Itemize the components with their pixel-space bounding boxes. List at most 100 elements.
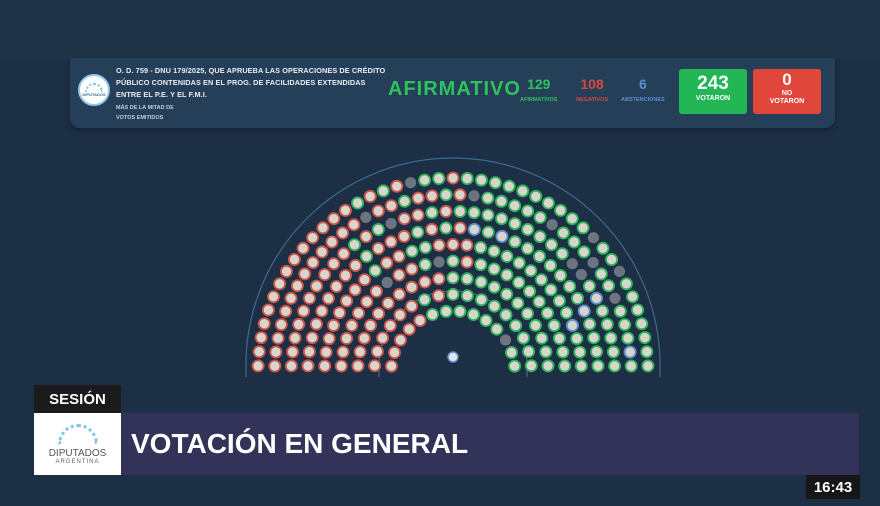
seat-affirmative: [487, 299, 501, 313]
seat-negative: [322, 291, 336, 305]
seat-abstention: [577, 304, 591, 318]
seat-affirmative: [532, 249, 546, 263]
seat-negative: [287, 253, 301, 267]
seat-affirmative: [460, 172, 474, 186]
seat-negative: [271, 331, 285, 345]
session-banner: VOTACIÓN EN GENERAL: [121, 413, 859, 475]
seat-empty: [546, 219, 558, 231]
seat-negative: [432, 272, 446, 286]
seat-affirmative: [544, 283, 558, 297]
seat-affirmative: [640, 345, 654, 359]
seat-affirmative: [371, 223, 385, 237]
seat-negative: [358, 273, 372, 287]
seat-negative: [392, 249, 406, 263]
seat-negative: [460, 255, 474, 269]
seat-empty: [566, 258, 578, 270]
seat-affirmative: [405, 244, 419, 258]
seat-negative: [266, 290, 280, 304]
majority-line-2: VOTOS EMITIDOS: [116, 115, 164, 121]
seat-negative: [292, 317, 306, 331]
seat-affirmative: [582, 279, 596, 293]
clock: 16:43: [806, 475, 860, 499]
affirmative-value: 129: [527, 76, 551, 92]
seat-affirmative: [368, 264, 382, 278]
seat-affirmative: [523, 284, 537, 298]
hemicycle-outline: [245, 157, 661, 377]
seat-negative: [280, 264, 294, 278]
seat-affirmative: [524, 264, 538, 278]
seat-affirmative: [411, 225, 425, 239]
seat-affirmative: [499, 308, 513, 322]
president-seat: [447, 351, 459, 363]
seat-affirmative: [474, 241, 488, 255]
seat-negative: [316, 221, 330, 235]
seat-affirmative: [563, 279, 577, 293]
seat-negative: [393, 333, 407, 347]
majority-rule: MÁS DE LA MITAD DE VOTOS EMITIDOS: [116, 103, 174, 123]
seat-affirmative: [547, 318, 561, 332]
seat-affirmative: [500, 268, 514, 282]
voted-label: VOTARON: [695, 95, 731, 102]
seat-affirmative: [602, 279, 616, 293]
seat-negative: [371, 307, 385, 321]
seat-affirmative: [559, 306, 573, 320]
logo-line-1: DIPUTADOS: [48, 447, 107, 459]
seat-affirmative: [553, 268, 567, 282]
seat-negative: [376, 331, 390, 345]
seat-negative: [334, 359, 348, 373]
seat-affirmative: [594, 267, 608, 281]
seat-negative: [380, 256, 394, 270]
seat-negative: [397, 229, 411, 243]
seat-affirmative: [425, 206, 439, 220]
seat-negative: [425, 222, 439, 236]
seat-negative: [392, 287, 406, 301]
seat-affirmative: [565, 212, 579, 226]
seat-empty: [385, 218, 397, 230]
seat-affirmative: [577, 245, 591, 259]
seat-negative: [319, 345, 333, 359]
not-voted-label-1: NO: [781, 90, 793, 97]
seat-affirmative: [512, 275, 526, 289]
seat-affirmative: [641, 359, 655, 373]
seat-negative: [402, 322, 416, 336]
seat-affirmative: [398, 194, 412, 208]
seat-affirmative: [528, 318, 542, 332]
seat-affirmative: [595, 304, 609, 318]
seat-negative: [296, 241, 310, 255]
seat-affirmative: [460, 289, 474, 303]
seat-affirmative: [638, 331, 652, 345]
seat-negative: [345, 318, 359, 332]
seat-affirmative: [432, 172, 446, 186]
seat-negative: [460, 238, 474, 252]
seat-negative: [381, 296, 395, 310]
seat-negative: [337, 247, 351, 261]
seat-negative: [306, 231, 320, 245]
abstention-value: 6: [638, 76, 647, 92]
logo-line-2: ARGENTINA: [55, 458, 100, 465]
seat-abstention: [565, 318, 579, 332]
seat-affirmative: [521, 242, 535, 256]
seat-affirmative: [487, 244, 501, 258]
seat-empty: [609, 292, 621, 304]
seat-affirmative: [481, 208, 495, 222]
seat-affirmative: [502, 179, 516, 193]
seat-affirmative: [453, 304, 467, 318]
seat-negative: [340, 331, 354, 345]
seat-negative: [371, 204, 385, 218]
seat-negative: [446, 238, 460, 252]
seat-negative: [318, 267, 332, 281]
seat-negative: [363, 189, 377, 203]
seat-abstention: [589, 291, 603, 305]
seat-affirmative: [631, 303, 645, 317]
vote-result: AFIRMATIVO: [388, 78, 521, 100]
seat-affirmative: [466, 307, 480, 321]
seat-affirmative: [524, 359, 538, 373]
not-voted-value: 0: [782, 70, 792, 89]
seat-affirmative: [418, 173, 432, 187]
seat-affirmative: [446, 254, 460, 268]
seat-affirmative: [555, 247, 569, 261]
seat-negative: [351, 359, 365, 373]
seat-affirmative: [570, 291, 584, 305]
seat-negative: [310, 279, 324, 293]
seat-negative: [383, 319, 397, 333]
